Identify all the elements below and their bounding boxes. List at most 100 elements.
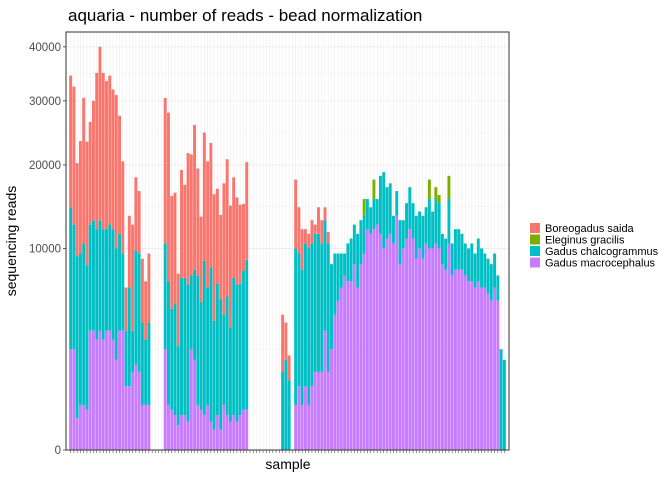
bar-segment — [294, 179, 298, 249]
bar-segment — [392, 243, 395, 450]
bar-segment — [180, 415, 183, 450]
bar-segment — [343, 275, 347, 450]
bar-segment — [297, 253, 301, 387]
bar-segment — [98, 220, 102, 331]
bar-segment — [173, 192, 177, 304]
bar-segment — [91, 100, 95, 221]
bar-segment — [228, 205, 232, 328]
bar-segment — [118, 115, 122, 234]
bar-segment — [444, 238, 448, 270]
bar-segment — [196, 275, 200, 405]
bar-segment — [365, 229, 369, 450]
bar-segment — [359, 264, 363, 450]
bar-segment — [166, 112, 170, 282]
bar-segment — [453, 269, 457, 450]
bar-segment — [91, 220, 95, 331]
bar-segment — [72, 349, 76, 450]
bar-segment — [209, 421, 213, 450]
y-tick-label: 20000 — [29, 160, 61, 172]
bar-segment — [395, 215, 399, 450]
bar-segment — [281, 314, 285, 372]
bar-segment — [202, 260, 206, 416]
bar-segment — [320, 243, 324, 372]
bar-segment — [199, 409, 203, 450]
legend-label: Gadus macrocephalus — [545, 258, 656, 270]
bar-segment — [124, 386, 128, 450]
bar-segment — [473, 287, 477, 450]
bar-segment — [317, 371, 320, 450]
bar-segment — [121, 161, 125, 254]
bar-segment — [375, 224, 379, 450]
bar-segment — [78, 404, 82, 450]
bar-segment — [313, 233, 317, 372]
bar-segment — [189, 154, 193, 276]
chart-title: aquaria - number of reads - bead normali… — [68, 6, 422, 25]
bar-segment — [189, 349, 193, 450]
bar-segment — [457, 269, 461, 450]
bar-segment — [463, 275, 467, 450]
bar-segment — [111, 89, 115, 230]
bar-segment — [427, 248, 431, 450]
bar-segment — [166, 404, 170, 450]
bar-segment — [215, 415, 219, 450]
bar-segment — [105, 229, 108, 331]
legend-key — [530, 223, 540, 233]
bar-segment — [101, 229, 105, 340]
bar-segment — [163, 243, 167, 350]
bar-segment — [163, 349, 167, 450]
bar-segment — [437, 203, 441, 249]
bar-segment — [362, 215, 366, 254]
bar-segment — [418, 211, 422, 249]
bar-segment — [326, 243, 330, 372]
bar-segment — [222, 404, 226, 450]
bar-segment — [431, 211, 435, 249]
bar-segment — [307, 248, 311, 405]
bar-segment — [85, 141, 89, 266]
bar-segment — [166, 281, 170, 405]
bar-segment — [294, 404, 298, 450]
bar-segment — [95, 72, 99, 230]
bar-segment — [75, 418, 79, 450]
bar-segment — [88, 330, 92, 450]
bar-segment — [307, 404, 311, 450]
y-axis-title: sequencing reads — [3, 186, 19, 297]
bar-segment — [98, 46, 102, 221]
bar-segment — [437, 248, 441, 450]
bar-segment — [144, 339, 148, 405]
bar-segment — [235, 421, 239, 450]
bar-segment — [118, 233, 122, 331]
bar-segment — [434, 243, 438, 450]
bar-segment — [114, 95, 118, 249]
bar-segment — [320, 220, 324, 244]
bar-segment — [88, 224, 92, 331]
bar-segment — [440, 233, 444, 265]
bar-segment — [176, 346, 180, 426]
bar-segment — [140, 404, 144, 450]
y-tick-label: 30000 — [29, 96, 61, 108]
bar-segment — [170, 195, 174, 309]
bar-segment — [330, 264, 333, 350]
bar-segment — [232, 277, 236, 416]
bar-segment — [398, 220, 402, 265]
bar-segment — [339, 287, 343, 450]
bar-segment — [476, 281, 480, 450]
y-axis: 0 10000 20000 30000 40000 — [29, 42, 66, 457]
bar-segment — [219, 214, 223, 300]
bar-segment — [388, 183, 392, 234]
bar-segment — [95, 339, 99, 450]
bar-segment — [372, 199, 376, 230]
bar-segment — [303, 386, 307, 450]
bar-segment — [69, 349, 73, 450]
bar-segment — [235, 285, 239, 422]
bar-segment — [398, 264, 402, 450]
bar-segment — [196, 404, 200, 450]
bar-segment — [480, 287, 484, 450]
bar-segment — [209, 142, 213, 268]
bar-segment — [369, 233, 373, 450]
bar-segment — [206, 161, 210, 288]
bar-segment — [196, 168, 200, 276]
bar-segment — [124, 287, 128, 331]
bar-segment — [450, 275, 454, 450]
bar-segment — [307, 233, 311, 249]
bar-segment — [137, 253, 141, 372]
